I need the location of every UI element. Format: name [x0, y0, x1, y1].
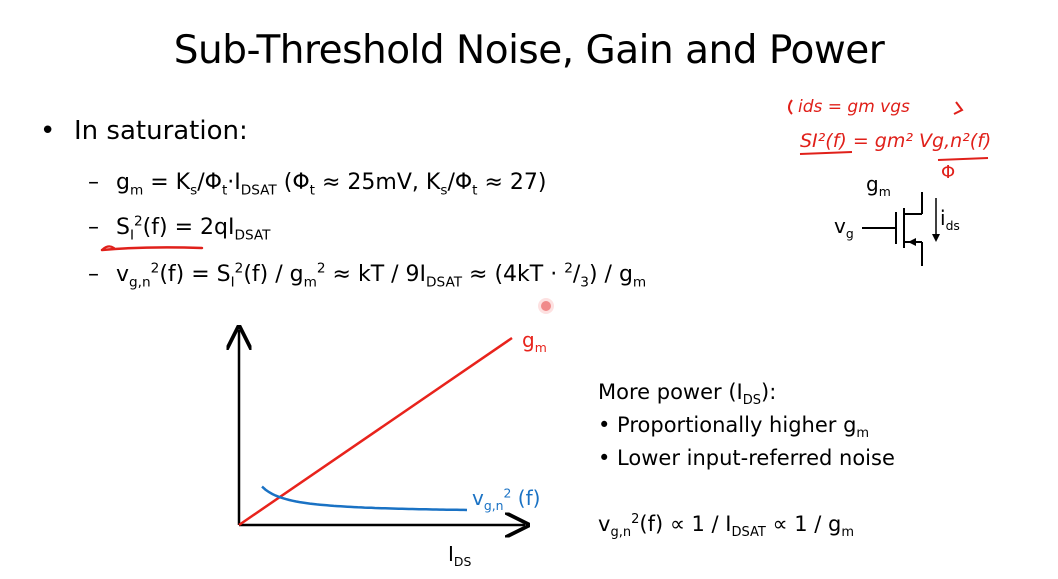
- circuit-vg-label: vg: [834, 214, 854, 241]
- notes-relation: vg,n2(f) ∝ 1 / IDSAT ∝ 1 / gm: [598, 512, 855, 541]
- notes-item-1: • Proportionally higher gm: [598, 413, 870, 442]
- chart-gm-label: gm: [522, 328, 547, 355]
- series-vgn-curve: [261, 485, 468, 512]
- chart-vgn-label: vg,n2 (f): [472, 485, 541, 513]
- bullet-text: In saturation:: [74, 116, 248, 146]
- notes-heading: More power (IDS):: [598, 380, 777, 409]
- gm-equation: – gm = Ks/Φt·IDSAT (Φt ≈ 25mV, Ks/Φt ≈ 27…: [88, 170, 547, 199]
- annotation-line-1: ids = gm vgs: [798, 97, 910, 117]
- dash: –: [88, 170, 99, 195]
- annotation-phi: Φ: [941, 162, 955, 183]
- handwritten-annotation: ids = gm vgs SI²(f) = gm² Vg,n²(f) Φ: [788, 97, 991, 183]
- circuit-ids-label: ids: [940, 206, 960, 233]
- bullet-marker: •: [40, 116, 56, 146]
- power-notes: More power (IDS): • Proportionally highe…: [598, 376, 895, 541]
- si-equation: – SI2(f) = 2qIDSAT: [88, 213, 271, 244]
- mosfet-symbol: [862, 192, 940, 266]
- vgn-equation: – vg,n2(f) = SI2(f) / gm2 ≈ kT / 9IDSAT ≈…: [88, 260, 647, 291]
- chart-x-label: IDS: [448, 542, 472, 569]
- chart-svg: [220, 320, 580, 575]
- series-gm-line: [238, 336, 513, 527]
- annotation-line-2: SI²(f) = gm² Vg,n²(f): [800, 130, 991, 152]
- notes-item-2: • Lower input-referred noise: [598, 446, 895, 470]
- bullet-in-saturation: • In saturation:: [40, 116, 248, 146]
- circuit-gm-label: gm: [866, 172, 891, 199]
- pointer-dot: [541, 301, 551, 311]
- handwritten-underline: [100, 245, 204, 252]
- chart: gm vg,n2 (f) IDS: [220, 320, 580, 575]
- slide-title: Sub-Threshold Noise, Gain and Power: [173, 28, 885, 73]
